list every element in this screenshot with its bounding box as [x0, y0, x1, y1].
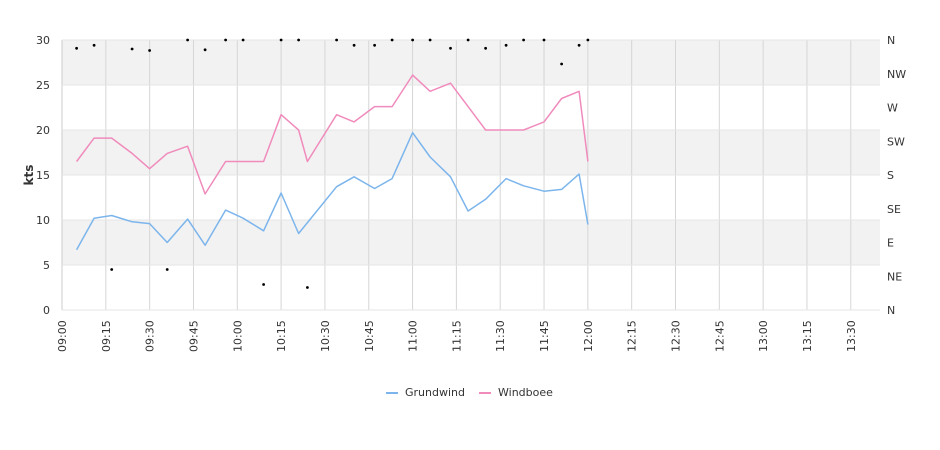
series-line-windboee	[75, 74, 589, 195]
legend-item-windboee[interactable]: Windboee	[479, 386, 553, 399]
direction-tick-label: S	[887, 169, 894, 182]
direction-marker	[411, 38, 414, 42]
direction-tick-label: NW	[887, 68, 906, 81]
direction-marker	[241, 38, 245, 42]
direction-marker	[224, 38, 228, 42]
direction-marker	[186, 38, 190, 42]
x-tick-label: 13:30	[845, 320, 858, 352]
x-tick-label: 09:00	[56, 320, 69, 352]
direction-marker	[306, 286, 309, 289]
direction-marker	[75, 46, 78, 50]
x-tick-label: 12:00	[582, 320, 595, 352]
legend: Grundwind Windboee	[386, 386, 553, 399]
direction-marker	[586, 38, 590, 42]
direction-tick-labels: N NE E SE S SW W NW N	[887, 34, 906, 317]
plot-band	[62, 40, 880, 85]
direction-marker	[279, 38, 283, 42]
direction-marker	[577, 43, 581, 47]
x-tick-label: 10:00	[231, 320, 244, 352]
x-tick-label: 11:00	[407, 320, 420, 352]
legend-label-windboee: Windboee	[498, 386, 553, 399]
x-tick-label: 09:45	[187, 320, 200, 352]
direction-marker	[110, 268, 114, 271]
x-tick-label: 10:45	[363, 320, 376, 352]
direction-marker	[352, 43, 356, 47]
y-tick-label: 15	[36, 169, 50, 182]
direction-marker	[165, 268, 169, 271]
x-tick-label: 09:15	[100, 320, 113, 352]
direction-marker	[373, 43, 376, 47]
y-tick-label: 20	[36, 124, 50, 137]
y-tick-label: 30	[36, 34, 50, 47]
y-tick-label: 10	[36, 214, 50, 227]
x-tick-label: 11:45	[538, 320, 551, 352]
x-tick-label: 13:00	[757, 320, 770, 352]
x-tick-label: 12:30	[670, 320, 683, 352]
direction-marker	[262, 283, 265, 286]
direction-tick-label: W	[887, 102, 898, 115]
y-tick-labels: 0 5 10 15 20 25 30	[36, 34, 50, 317]
x-tick-label: 12:15	[626, 320, 639, 352]
plot-bands	[62, 40, 880, 265]
direction-marker	[466, 38, 470, 42]
direction-marker	[390, 38, 394, 42]
x-tick-label: 11:30	[494, 320, 507, 352]
direction-marker	[203, 48, 207, 52]
series-layer	[75, 74, 589, 251]
x-tick-label: 09:30	[144, 320, 157, 352]
legend-label-grundwind: Grundwind	[405, 386, 465, 399]
plot-band	[62, 130, 880, 175]
x-tick-labels: 09:00 09:15 09:30 09:45 10:00 10:15 10:30 10:45…	[56, 320, 858, 352]
series-line-grundwind	[75, 131, 589, 251]
direction-marker	[560, 62, 563, 66]
y-axis-title: kts	[22, 165, 36, 186]
direction-marker	[297, 38, 300, 42]
direction-marker	[335, 38, 338, 42]
direction-tick-label: SW	[887, 135, 905, 148]
direction-tick-label: N	[887, 34, 895, 47]
plot-band	[62, 220, 880, 265]
y-tick-label: 5	[43, 259, 50, 272]
x-tick-label: 13:15	[801, 320, 814, 352]
x-tick-label: 12:45	[713, 320, 726, 352]
direction-marker	[148, 49, 152, 52]
x-tick-label: 10:15	[275, 320, 288, 352]
direction-marker	[428, 38, 432, 42]
x-tick-label: 10:30	[319, 320, 332, 352]
direction-markers	[75, 38, 590, 289]
direction-tick-label: N	[887, 304, 895, 317]
y-tick-label: 0	[43, 304, 50, 317]
direction-tick-label: SE	[887, 203, 901, 216]
legend-item-grundwind[interactable]: Grundwind	[386, 386, 465, 399]
direction-marker	[130, 47, 134, 51]
direction-marker	[542, 38, 546, 42]
direction-marker	[484, 46, 487, 50]
direction-marker	[522, 38, 525, 42]
direction-marker	[92, 43, 96, 47]
direction-tick-label: NE	[887, 270, 902, 283]
direction-tick-label: E	[887, 237, 894, 250]
x-tick-label: 11:15	[450, 320, 463, 352]
direction-marker	[504, 43, 508, 47]
y-tick-label: 25	[36, 79, 50, 92]
direction-marker	[449, 46, 452, 50]
